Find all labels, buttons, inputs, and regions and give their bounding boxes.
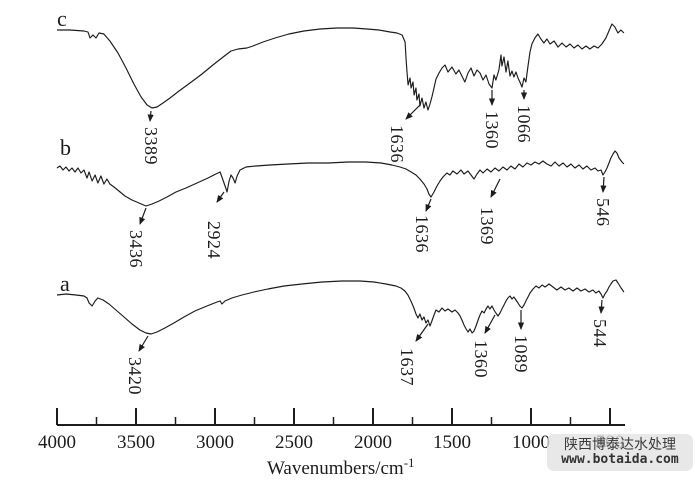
peak-arrow-a-1637: [415, 323, 429, 342]
peak-label-b-2924: 2924: [204, 221, 224, 259]
watermark-chinese-text: 陕西博泰达水处理: [564, 437, 676, 454]
watermark: 陕西博泰达水处理 www.botaida.com: [547, 434, 693, 471]
x-axis-tick-label: 3500: [117, 432, 155, 453]
peak-label-a-1089: 1089: [511, 335, 531, 373]
peak-label-a-1637: 1637: [397, 348, 417, 386]
series-label-c: c: [57, 6, 67, 31]
x-axis-tick-label: 2000: [354, 432, 392, 453]
peak-label-a-544: 544: [590, 319, 610, 348]
peak-label-c-1360: 1360: [482, 111, 502, 149]
peak-arrow-a-3420: [138, 335, 149, 352]
x-axis-tick-label: 1000: [512, 432, 550, 453]
peak-arrow-b-546: [600, 176, 607, 193]
spectrum-c-curve: [57, 23, 625, 111]
peak-arrow-a-1360: [484, 314, 496, 334]
peak-label-b-3436: 3436: [126, 230, 146, 268]
peak-arrow-c-3389: [147, 110, 154, 122]
peak-label-c-3389: 3389: [141, 127, 161, 165]
x-axis-title: Wavenumbers/cm-1: [267, 455, 415, 479]
spectrum-a-curve: [56, 279, 625, 335]
peak-label-b-546: 546: [593, 198, 613, 227]
peak-label-a-3420: 3420: [125, 357, 145, 395]
peak-arrow-b-1636: [425, 198, 432, 212]
peak-label-a-1360: 1360: [471, 340, 491, 378]
x-axis-tick-label: 3000: [196, 432, 234, 453]
watermark-url-text: www.botaida.com: [561, 452, 679, 468]
x-axis-tick-label: 1500: [433, 432, 471, 453]
peak-label-c-1636: 1636: [387, 125, 407, 163]
series-label-a: a: [60, 271, 70, 296]
peak-label-c-1066: 1066: [514, 105, 534, 143]
peak-label-b-1636: 1636: [412, 215, 432, 253]
spectrum-b-curve: [56, 150, 625, 207]
peak-arrow-c-1636: [405, 104, 421, 120]
series-label-b: b: [60, 135, 71, 160]
peak-label-b-1369: 1369: [477, 207, 497, 245]
peak-arrow-b-1369: [490, 178, 501, 198]
x-axis-tick-label: 4000: [38, 432, 76, 453]
peak-arrow-b-3436: [139, 207, 147, 225]
peak-arrow-a-544: [598, 299, 605, 314]
x-axis-tick-label: 2500: [275, 432, 313, 453]
peak-arrow-b-2924: [216, 191, 225, 203]
